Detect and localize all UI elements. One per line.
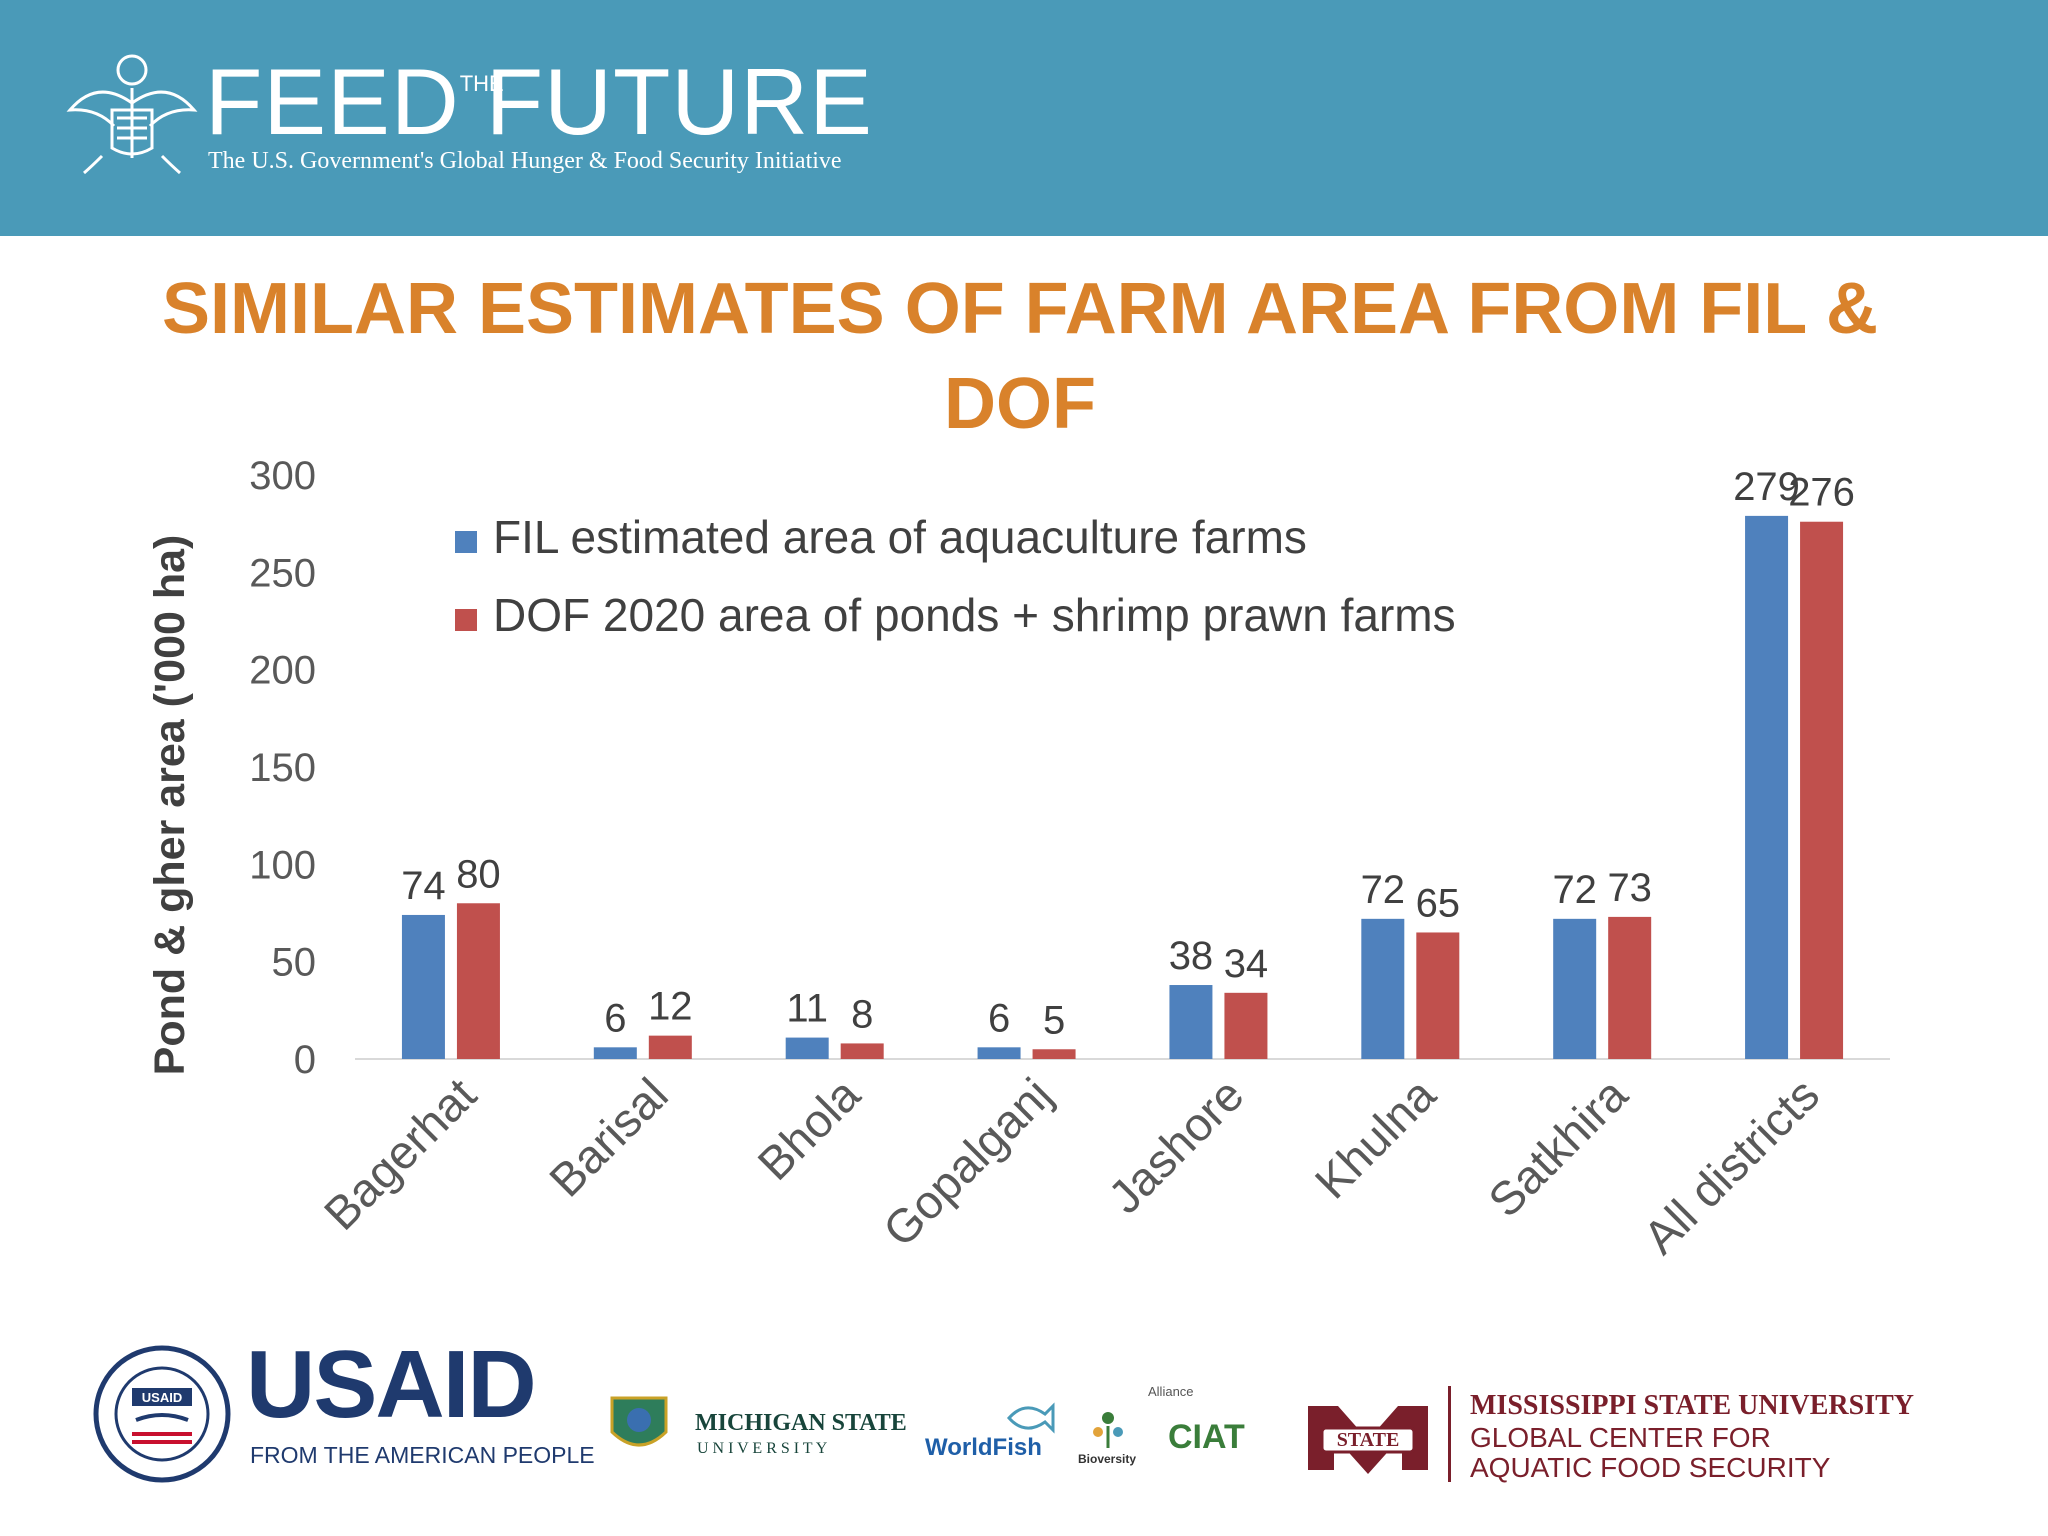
y-tick-label: 250 (249, 551, 316, 595)
bar-dof-all-districts (1800, 521, 1844, 1059)
partner-crest-icon (610, 1396, 668, 1447)
data-label: 279 (1733, 465, 1800, 509)
usaid-wordmark: USAID (246, 1331, 537, 1438)
data-label: 80 (456, 852, 501, 896)
usaid-seal-text: USAID (142, 1390, 182, 1405)
data-label: 72 (1361, 868, 1406, 912)
data-label: 73 (1607, 866, 1652, 910)
x-tick-label: Satkhira (1478, 1067, 1638, 1227)
bar-fil-khulna (1361, 918, 1405, 1059)
brand-feed: FEED (205, 49, 460, 154)
data-label: 5 (1043, 998, 1065, 1042)
x-tick-label: All districts (1633, 1068, 1829, 1264)
bar-dof-gopalganj (1032, 1049, 1076, 1059)
fish-icon (1006, 1402, 1055, 1434)
y-axis-label: Pond & gher area ('000 ha) (146, 535, 194, 1076)
slide-title: SIMILAR ESTIMATES OF FARM AREA FROM FIL … (162, 269, 1878, 444)
usaid-tagline: FROM THE AMERICAN PEOPLE (250, 1442, 595, 1468)
header-banner: FEEDTHEFUTURE The U.S. Government's Glob… (0, 0, 2048, 236)
bar-dof-khulna (1416, 932, 1460, 1059)
legend-swatch (455, 531, 477, 553)
x-axis-tick-labels: Bagerhat Barisal Bhola Gopalganj Jashore Khul… (314, 1067, 1829, 1264)
data-label: 72 (1552, 868, 1597, 912)
bar-fil-gopalganj (977, 1047, 1021, 1059)
legend-label: FIL estimated area of aquaculture farms (493, 511, 1307, 563)
bar-dof-satkhira (1608, 916, 1652, 1059)
x-tick-label: Gopalganj (873, 1068, 1062, 1257)
brand-future: FUTURE (485, 49, 873, 154)
bar-dof-bagerhat (456, 903, 500, 1059)
bar-fil-barisal (593, 1047, 637, 1059)
bar-chart: Pond & gher area ('000 ha) 0 50 100 150 200 2… (146, 454, 1890, 1264)
x-tick-label: Barisal (539, 1068, 678, 1207)
data-label: 6 (604, 996, 626, 1040)
data-label: 38 (1169, 934, 1214, 978)
bar-dof-jashore (1224, 992, 1268, 1059)
legend-label: DOF 2020 area of ponds + shrimp prawn fa… (493, 589, 1456, 641)
legend-swatch (455, 609, 477, 631)
mississippi-divider (1448, 1386, 1451, 1482)
usaid-seal-icon: USAID (93, 1345, 231, 1483)
bar-fil-jashore (1169, 985, 1213, 1059)
data-label: 8 (851, 992, 873, 1036)
bar-fil-bhola (785, 1037, 829, 1059)
x-tick-label: Bhola (747, 1067, 870, 1190)
mississippi-state-m-icon: STATE (1308, 1406, 1428, 1474)
mississippi-line3: AQUATIC FOOD SECURITY (1470, 1452, 1831, 1483)
y-tick-label: 300 (249, 454, 316, 498)
tagline: The U.S. Government's Global Hunger & Fo… (208, 148, 842, 174)
mississippi-line1: MISSISSIPPI STATE UNIVERSITY (1470, 1390, 1914, 1421)
data-label: 34 (1224, 942, 1269, 986)
y-axis-ticks: 0 50 100 150 200 250 300 (249, 454, 316, 1082)
partner-logos: USAID USAID FROM THE AMERICAN PEOPLE MIC… (0, 1330, 2048, 1510)
michigan-state-line2: U N I V E R S I T Y (697, 1440, 828, 1457)
x-tick-label: Khulna (1304, 1067, 1446, 1209)
mississippi-line2: GLOBAL CENTER FOR (1470, 1422, 1771, 1453)
x-tick-label: Jashore (1098, 1068, 1254, 1224)
feed-the-future-wordmark: FEEDTHEFUTURE (205, 52, 873, 152)
bar-dof-barisal (648, 1035, 692, 1059)
bioversity-icon (1093, 1412, 1123, 1448)
bars (401, 515, 1844, 1059)
y-tick-label: 0 (294, 1038, 316, 1082)
ciat-logo: CIAT (1168, 1418, 1245, 1456)
y-tick-label: 100 (249, 843, 316, 887)
worldfish-logo: WorldFish (925, 1434, 1042, 1461)
mississippi-badge-text: STATE (1337, 1429, 1400, 1451)
data-label: 6 (988, 996, 1010, 1040)
y-tick-label: 50 (272, 941, 317, 985)
y-tick-label: 200 (249, 649, 316, 693)
data-label: 12 (648, 985, 693, 1029)
bar-fil-bagerhat (401, 914, 445, 1059)
data-label: 65 (1416, 881, 1461, 925)
data-label: 11 (786, 987, 828, 1031)
y-tick-label: 150 (249, 746, 316, 790)
eagle-seal-icon (66, 54, 198, 175)
x-tick-label: Bagerhat (314, 1068, 486, 1240)
alliance-label: Alliance (1148, 1384, 1194, 1399)
bar-dof-bhola (840, 1043, 884, 1059)
bar-fil-all-districts (1745, 515, 1789, 1059)
legend: FIL estimated area of aquaculture farms D… (455, 511, 1456, 641)
bioversity-logo: Bioversity (1078, 1452, 1137, 1466)
bar-fil-satkhira (1553, 918, 1597, 1059)
data-label: 74 (401, 864, 446, 908)
michigan-state-line1: MICHIGAN STATE (695, 1410, 907, 1436)
data-label: 276 (1788, 471, 1855, 515)
